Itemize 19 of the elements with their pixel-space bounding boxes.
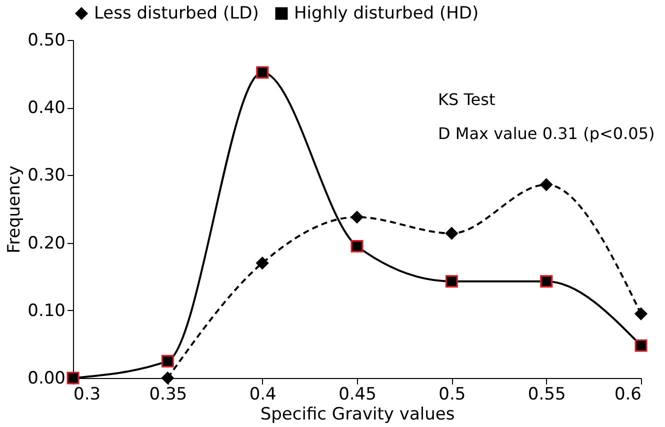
y-tick-label: 0.00 [28,368,66,388]
annotation: D Max value 0.31 (p<0.05) [438,124,655,143]
x-tick-label: 0.4 [249,384,276,404]
y-tick-label: 0.20 [28,233,66,254]
legend-label: Less disturbed (LD) [94,4,259,24]
y-axis-title: Frequency [4,166,25,254]
x-axis-title: Specific Gravity values [260,404,455,424]
x-tick-label: 0.55 [528,384,566,404]
x-tick-label: 0.6 [614,384,642,404]
x-tick-label: 0.35 [149,384,188,404]
x-tick-label: 0.3 [74,384,101,404]
x-tick-label: 0.45 [338,384,376,404]
legend-label: Highly disturbed (HD) [294,4,479,24]
y-tick-label: 0.40 [28,98,66,118]
y-tick-label: 0.10 [28,300,66,321]
annotation: KS Test [438,90,496,109]
x-tick-label: 0.5 [438,384,466,404]
y-tick-label: 0.50 [28,30,66,50]
y-tick-label: 0.30 [28,166,66,186]
